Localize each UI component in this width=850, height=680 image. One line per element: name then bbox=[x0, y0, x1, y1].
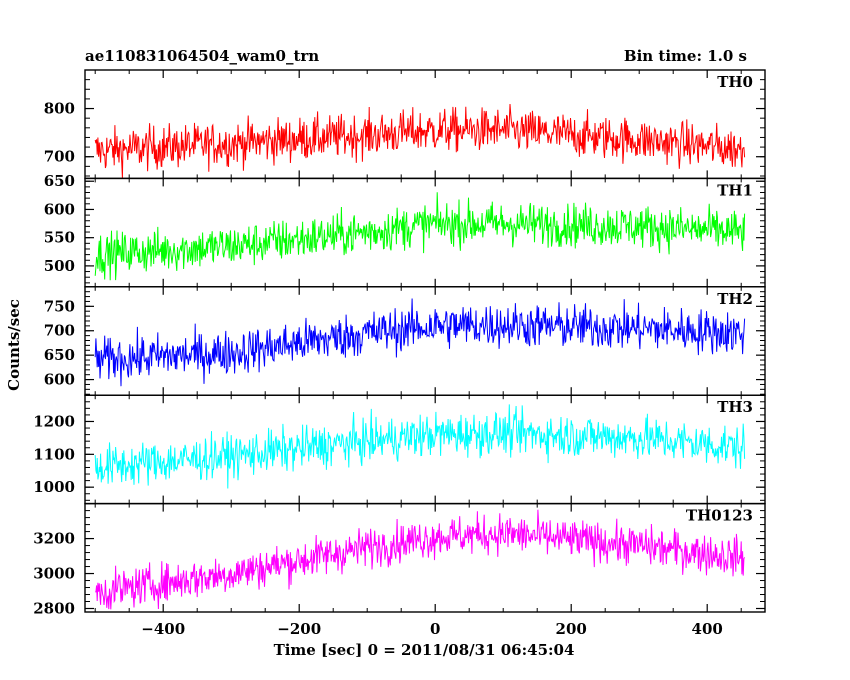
panel-label-th1: TH1 bbox=[717, 181, 753, 199]
panel-label-th0: TH0 bbox=[717, 73, 753, 91]
chart-title: ae110831064504_wam0_trn bbox=[85, 47, 319, 65]
y-tick-label: 650 bbox=[44, 172, 75, 190]
panel-frame bbox=[84, 177, 766, 288]
panel-th3: 1000 1100 1200 TH3 bbox=[33, 394, 766, 505]
series-line-th3 bbox=[94, 404, 746, 489]
x-axis: −400 −200 0 200 400 bbox=[141, 620, 723, 638]
y-tick-label: 700 bbox=[44, 148, 75, 166]
y-axis-label: Counts/sec bbox=[5, 299, 23, 391]
y-tick-label: 750 bbox=[44, 297, 75, 315]
series-line-th0123 bbox=[95, 509, 746, 610]
panel-label-th0123: TH0123 bbox=[686, 507, 753, 525]
x-tick-label: 0 bbox=[430, 620, 440, 638]
y-tick-label: 500 bbox=[44, 257, 75, 275]
y-tick-label: 3000 bbox=[33, 565, 75, 583]
panel-label-th3: TH3 bbox=[717, 398, 753, 416]
x-tick-label: −400 bbox=[141, 620, 185, 638]
panel-frame bbox=[84, 69, 766, 180]
panel-frame bbox=[84, 394, 766, 505]
series-line-th1 bbox=[94, 192, 746, 281]
panel-th2: 600 650 700 750 TH2 bbox=[44, 286, 766, 396]
y-tick-label: 800 bbox=[44, 100, 75, 118]
y-tick-label: 600 bbox=[44, 200, 75, 218]
panel-th0: 700 800 TH0 bbox=[44, 69, 766, 180]
panel-label-th2: TH2 bbox=[717, 290, 753, 308]
chart-subtitle: Bin time: 1.0 s bbox=[624, 47, 747, 65]
y-tick-label: 1200 bbox=[33, 412, 75, 430]
y-tick-label: 550 bbox=[44, 229, 75, 247]
y-tick-label: 3200 bbox=[33, 530, 75, 548]
y-tick-label: 650 bbox=[44, 346, 75, 364]
series-line-th0 bbox=[94, 103, 746, 178]
x-tick-label: 200 bbox=[556, 620, 587, 638]
x-tick-label: 400 bbox=[692, 620, 723, 638]
x-axis-label: Time [sec] 0 = 2011/08/31 06:45:04 bbox=[274, 641, 575, 659]
y-tick-label: 2800 bbox=[33, 600, 75, 618]
y-tick-label: 1100 bbox=[33, 445, 75, 463]
panel-th1: 500 550 600 650 TH1 bbox=[44, 172, 766, 288]
y-tick-label: 600 bbox=[44, 371, 75, 389]
panel-frame bbox=[84, 286, 766, 396]
y-tick-label: 700 bbox=[44, 322, 75, 340]
panel-frame bbox=[84, 502, 766, 613]
x-tick-label: −200 bbox=[277, 620, 321, 638]
y-tick-label: 1000 bbox=[33, 478, 75, 496]
panel-th0123: 2800 3000 3200 TH0123 bbox=[33, 502, 766, 618]
panels-group: 700 800 TH0 500 550 600 650 TH1 600 650 700 750 TH2 1… bbox=[33, 69, 766, 618]
series-line-th2 bbox=[94, 298, 746, 387]
